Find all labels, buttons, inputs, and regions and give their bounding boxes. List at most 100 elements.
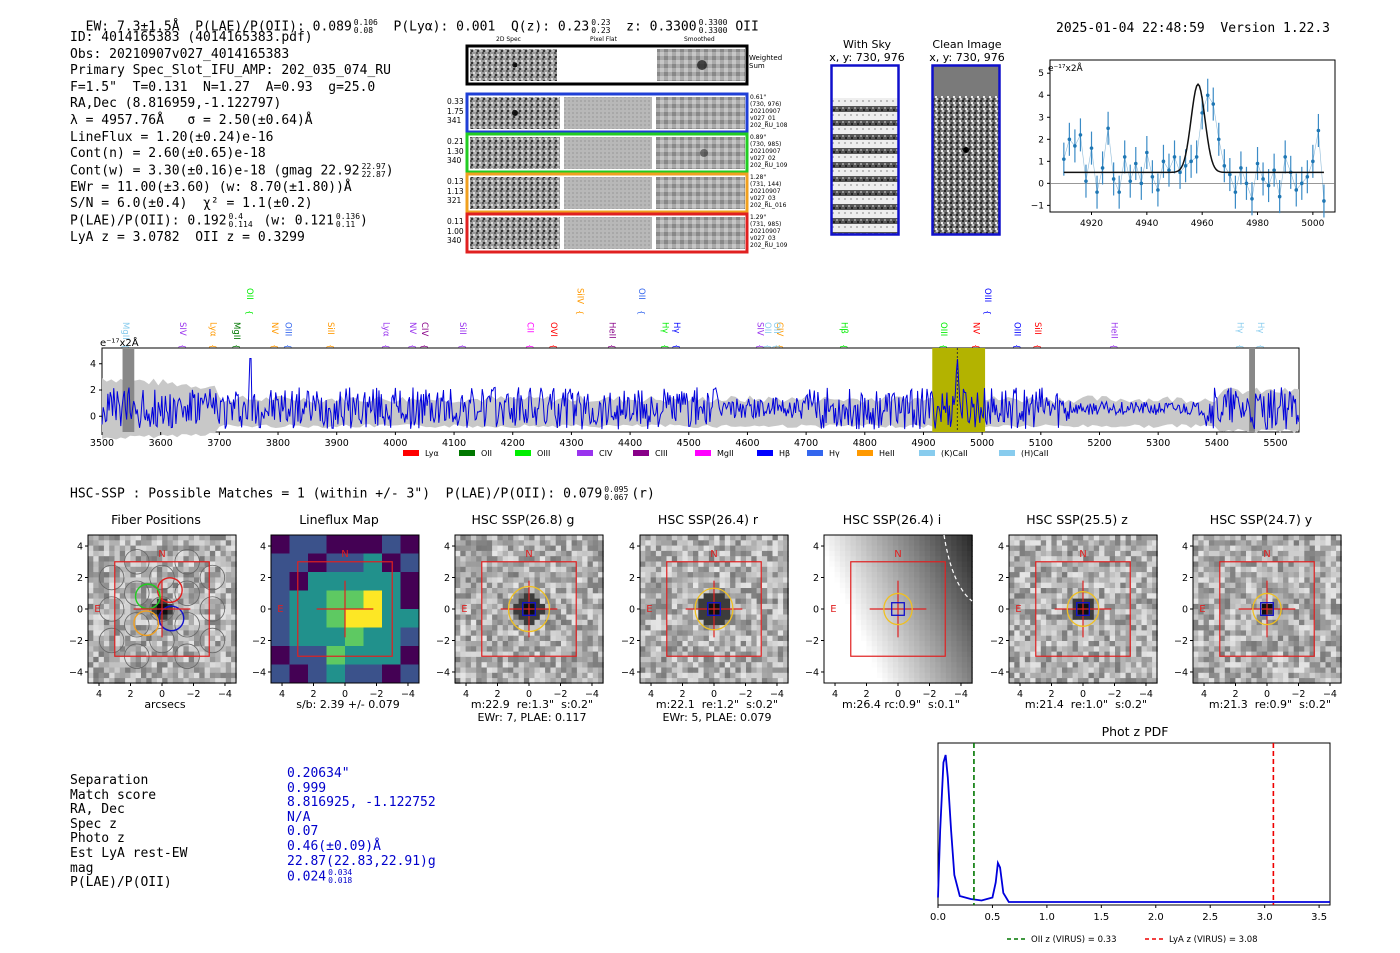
hsc-pixel	[919, 598, 926, 605]
hsc-pixel	[1136, 667, 1142, 674]
hsc-pixel	[1251, 609, 1257, 615]
hsc-pixel	[460, 609, 466, 615]
hsc-pixel	[231, 550, 237, 557]
hsc-pixel	[1246, 614, 1252, 621]
hsc-pixel	[141, 641, 147, 647]
hsc-pixel	[167, 550, 174, 557]
hsc-pixel	[882, 540, 888, 546]
hsc-pixel	[363, 664, 383, 684]
hsc-pixel	[114, 609, 121, 615]
hsc-pixel	[508, 630, 514, 637]
hsc-pixel	[1104, 535, 1111, 541]
hsc-pixel	[1277, 598, 1284, 605]
hsc-pixel	[534, 630, 541, 637]
hsc-pixel	[1152, 540, 1158, 546]
hsc-pixel	[146, 646, 152, 652]
hsc-pixel	[735, 678, 742, 684]
hsc-pixel	[661, 603, 667, 610]
hsc-pixel	[156, 577, 163, 584]
hsc-pixel	[751, 635, 757, 642]
hsc-pixel	[1141, 556, 1148, 562]
hsc-pixel	[887, 572, 894, 578]
hsc-pixel	[661, 556, 667, 562]
hsc-pixel	[103, 593, 110, 599]
hsc-pixel	[481, 672, 488, 679]
hsc-pixel	[1299, 609, 1305, 615]
hsc-pixel	[1072, 672, 1079, 679]
hsc-pixel	[783, 556, 789, 562]
hsc-pixel	[1030, 662, 1036, 668]
hsc-pixel	[1314, 566, 1321, 573]
hsc-pixel	[93, 561, 99, 568]
hsc-pixel	[882, 646, 888, 652]
hsc-pixel	[523, 556, 530, 562]
hsc-pixel	[671, 646, 678, 652]
hsc-pixel	[767, 672, 773, 679]
hsc-pixel	[677, 614, 683, 621]
spectrum-xtick-label: 3900	[325, 438, 349, 449]
hsc-pixel	[183, 572, 190, 578]
hsc-pixel	[1309, 588, 1316, 594]
hsc-pixel	[703, 630, 710, 637]
hsc-pixel	[1099, 577, 1105, 584]
hsc-pixel	[119, 656, 126, 663]
hsc-pixel	[508, 609, 514, 615]
hsc-pixel	[513, 672, 519, 679]
hsc-pixel	[162, 550, 168, 557]
hsc-pixel	[194, 635, 200, 642]
hsc-pixel	[834, 603, 841, 610]
hsc-pixel	[751, 678, 757, 684]
hsc-pixel	[130, 561, 137, 568]
hsc-pixel	[178, 540, 184, 546]
hsc-pixel	[502, 678, 509, 684]
hsc-pixel	[1230, 603, 1236, 610]
hsc-pixel	[582, 651, 588, 658]
hsc-pixel	[141, 619, 147, 626]
hsc-pixel	[109, 582, 115, 589]
hsc-pixel	[566, 609, 572, 615]
hsc-pixel	[109, 646, 115, 652]
hsc-pixel	[1320, 582, 1326, 589]
hsc-pixel	[550, 630, 557, 637]
hsc-pixel	[961, 609, 968, 615]
hsc-pixel	[486, 582, 493, 589]
hsc-pixel	[1115, 646, 1121, 652]
hsc-pixel	[1141, 672, 1148, 679]
hsc-pixel	[476, 672, 482, 679]
hsc-pixel	[1293, 550, 1300, 557]
hsc-pixel	[645, 540, 651, 546]
hsc-pixel	[850, 550, 857, 557]
hsc-pixel	[1235, 566, 1242, 573]
hsc-pixel	[1146, 550, 1153, 557]
hsc-pixel	[1125, 678, 1132, 684]
hsc-pixel	[761, 535, 768, 541]
hsc-pixel	[582, 641, 588, 647]
hsc-pixel	[1104, 672, 1111, 679]
hsc-pixel	[587, 667, 594, 674]
hsc-pixel	[935, 667, 941, 674]
hsc-pixel	[103, 588, 110, 594]
hsc-pixel	[476, 566, 482, 573]
hsc-pixel	[1051, 588, 1058, 594]
hsc-pixel	[967, 593, 973, 599]
hsc-pixel	[1009, 572, 1015, 578]
hsc-pixel	[1062, 678, 1068, 684]
hsc-pixel	[877, 556, 883, 562]
hsc-pixel	[550, 572, 557, 578]
hsc-pixel	[513, 603, 519, 610]
hsc-pixel	[892, 609, 899, 615]
hsc-pixel	[956, 609, 963, 615]
spectrum-line-bracket: {	[178, 344, 187, 349]
hsc-pixel	[1024, 646, 1031, 652]
hsc-pixel	[1040, 593, 1047, 599]
hsc-pixel	[162, 577, 168, 584]
hsc-pixel	[693, 651, 699, 658]
hsc-pixel	[767, 641, 773, 647]
hsc-pixel	[1203, 540, 1210, 546]
hsc-pixel	[476, 678, 482, 684]
hsc-pixel	[460, 582, 466, 589]
info-id: ID: 4014165383 (4014165383.pdf)	[70, 30, 313, 45]
hsc-pixel	[141, 540, 147, 546]
hsc-pixel	[1088, 614, 1095, 621]
hsc-pixel	[650, 656, 657, 663]
